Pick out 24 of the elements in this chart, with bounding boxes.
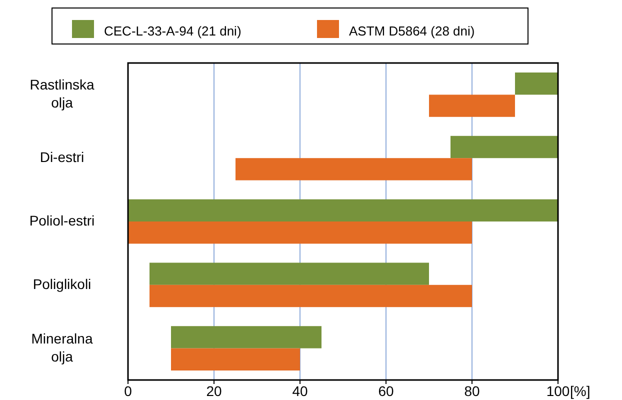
bar <box>150 262 429 285</box>
legend-label: CEC-L-33-A-94 (21 dni) <box>104 23 242 38</box>
x-tick-label: 40 <box>292 383 308 399</box>
x-tick-label: 20 <box>206 383 222 399</box>
bar <box>236 158 472 180</box>
y-tick-label: Di-estri <box>40 148 84 165</box>
y-tick-label: Mineralna olja <box>31 330 93 364</box>
bar <box>128 199 558 222</box>
bar <box>429 94 515 117</box>
y-tick-label: Rastlinska olja <box>30 76 94 110</box>
x-axis-title: [%] <box>570 383 590 399</box>
bar <box>128 222 472 244</box>
y-tick-label: Poliglikoli <box>32 276 92 292</box>
legend-label: ASTM D5864 (28 dni) <box>349 23 475 38</box>
bar <box>171 348 300 370</box>
y-tick-label: Poliol-estri <box>29 212 95 228</box>
x-tick-label: 80 <box>464 383 480 399</box>
bar <box>450 136 558 158</box>
bar <box>515 72 558 95</box>
x-tick-label: 0 <box>124 383 132 399</box>
bar <box>171 326 322 348</box>
x-tick-label: 60 <box>378 383 394 399</box>
bar <box>150 284 472 308</box>
x-tick-label: 100 <box>546 383 570 399</box>
